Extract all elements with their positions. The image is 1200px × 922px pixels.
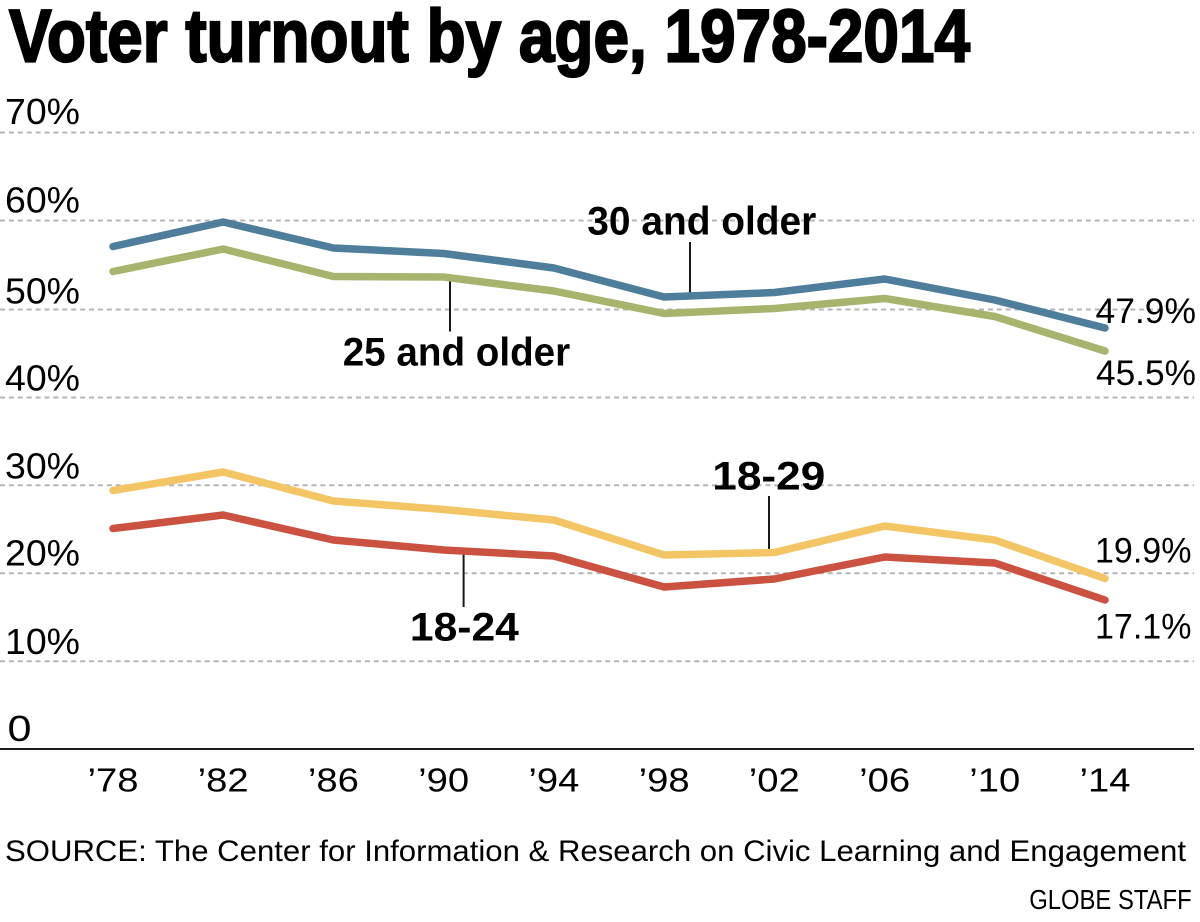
svg-text:SOURCE: The Center for Informa: SOURCE: The Center for Information & Res… — [5, 835, 1187, 868]
svg-text:50%: 50% — [5, 271, 80, 312]
svg-text:’98: ’98 — [639, 763, 690, 800]
svg-text:’90: ’90 — [418, 763, 469, 800]
svg-text:45.5%: 45.5% — [1096, 354, 1196, 393]
svg-text:Voter turnout by age, 1978-201: Voter turnout by age, 1978-2014 — [9, 0, 970, 78]
svg-text:10%: 10% — [5, 621, 80, 662]
svg-text:20%: 20% — [5, 533, 80, 574]
svg-text:40%: 40% — [5, 358, 80, 399]
svg-text:’94: ’94 — [528, 763, 579, 800]
svg-text:’86: ’86 — [308, 763, 359, 800]
svg-text:18-29: 18-29 — [712, 455, 825, 499]
svg-text:30 and older: 30 and older — [587, 200, 816, 244]
svg-text:47.9%: 47.9% — [1096, 292, 1197, 331]
svg-text:GLOBE STAFF: GLOBE STAFF — [1029, 884, 1192, 915]
svg-text:30%: 30% — [5, 446, 80, 487]
svg-text:70%: 70% — [5, 91, 80, 132]
svg-text:19.9%: 19.9% — [1095, 532, 1192, 571]
svg-text:’02: ’02 — [749, 763, 800, 800]
svg-text:’82: ’82 — [198, 763, 249, 800]
svg-text:’10: ’10 — [969, 763, 1020, 800]
svg-text:’78: ’78 — [88, 763, 139, 800]
svg-text:60%: 60% — [5, 180, 80, 221]
svg-text:’06: ’06 — [859, 763, 910, 800]
svg-text:0: 0 — [8, 708, 32, 749]
svg-text:18-24: 18-24 — [410, 605, 519, 649]
svg-text:’14: ’14 — [1080, 763, 1131, 800]
svg-text:17.1%: 17.1% — [1095, 608, 1192, 647]
svg-text:25 and older: 25 and older — [343, 331, 571, 375]
